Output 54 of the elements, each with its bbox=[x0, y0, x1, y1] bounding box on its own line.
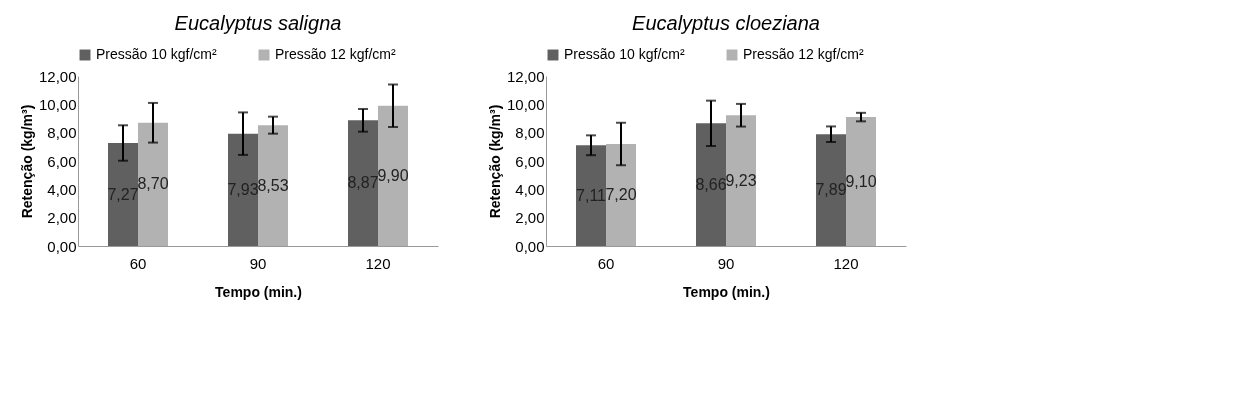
y-tick-label: 10,00 bbox=[38, 95, 77, 113]
bar bbox=[726, 115, 756, 246]
bar bbox=[228, 133, 258, 246]
y-tick-label: 10,00 bbox=[506, 95, 545, 113]
y-tick-label: 0,00 bbox=[515, 237, 545, 255]
y-tick-label: 2,00 bbox=[515, 209, 545, 227]
x-tick-label: 120 bbox=[833, 254, 859, 272]
data-label: 8,70 bbox=[137, 175, 169, 193]
y-tick-label: 6,00 bbox=[515, 152, 545, 170]
x-tick-label: 60 bbox=[129, 254, 147, 272]
bar bbox=[108, 143, 138, 246]
data-label: 8,53 bbox=[257, 176, 289, 194]
y-tick-label: 6,00 bbox=[47, 152, 77, 170]
data-label: 7,89 bbox=[815, 181, 847, 199]
data-label: 8,66 bbox=[695, 175, 727, 193]
bar bbox=[138, 122, 168, 246]
bar bbox=[378, 105, 408, 246]
y-tick-label: 0,00 bbox=[47, 237, 77, 255]
y-tick-label: 4,00 bbox=[47, 180, 77, 198]
chart-title: Eucalyptus saligna bbox=[174, 12, 342, 34]
chart-title: Eucalyptus cloeziana bbox=[632, 12, 820, 34]
x-tick-label: 120 bbox=[365, 254, 391, 272]
data-label: 8,87 bbox=[347, 174, 379, 192]
y-tick-label: 8,00 bbox=[47, 124, 77, 142]
legend-label: Pressão 10 kgf/cm² bbox=[96, 46, 217, 62]
data-label: 7,27 bbox=[107, 185, 139, 203]
bar bbox=[348, 120, 378, 246]
data-label: 7,93 bbox=[227, 180, 259, 198]
legend-label: Pressão 12 kgf/cm² bbox=[275, 46, 396, 62]
y-tick-label: 12,00 bbox=[506, 67, 545, 85]
bar bbox=[846, 117, 876, 246]
bar bbox=[576, 145, 606, 246]
legend-label: Pressão 12 kgf/cm² bbox=[743, 46, 864, 62]
data-label: 9,23 bbox=[725, 171, 757, 189]
x-axis-title: Tempo (min.) bbox=[683, 283, 770, 300]
data-label: 9,90 bbox=[377, 166, 409, 184]
bar bbox=[696, 123, 726, 246]
y-axis-title: Retenção (kg/m³) bbox=[486, 104, 503, 219]
y-tick-label: 4,00 bbox=[515, 180, 545, 198]
y-tick-label: 8,00 bbox=[515, 124, 545, 142]
data-label: 9,10 bbox=[845, 172, 877, 190]
x-tick-label: 60 bbox=[597, 254, 615, 272]
y-tick-label: 2,00 bbox=[47, 209, 77, 227]
y-tick-label: 12,00 bbox=[38, 67, 77, 85]
x-tick-label: 90 bbox=[717, 254, 735, 272]
bar bbox=[606, 144, 636, 246]
bar bbox=[816, 134, 846, 246]
legend-label: Pressão 10 kgf/cm² bbox=[564, 46, 685, 62]
data-label: 7,11 bbox=[576, 186, 607, 204]
x-axis-title: Tempo (min.) bbox=[215, 283, 302, 300]
bar bbox=[258, 125, 288, 246]
x-tick-label: 90 bbox=[249, 254, 267, 272]
y-axis-title: Retenção (kg/m³) bbox=[18, 104, 35, 219]
data-label: 7,20 bbox=[605, 186, 637, 203]
